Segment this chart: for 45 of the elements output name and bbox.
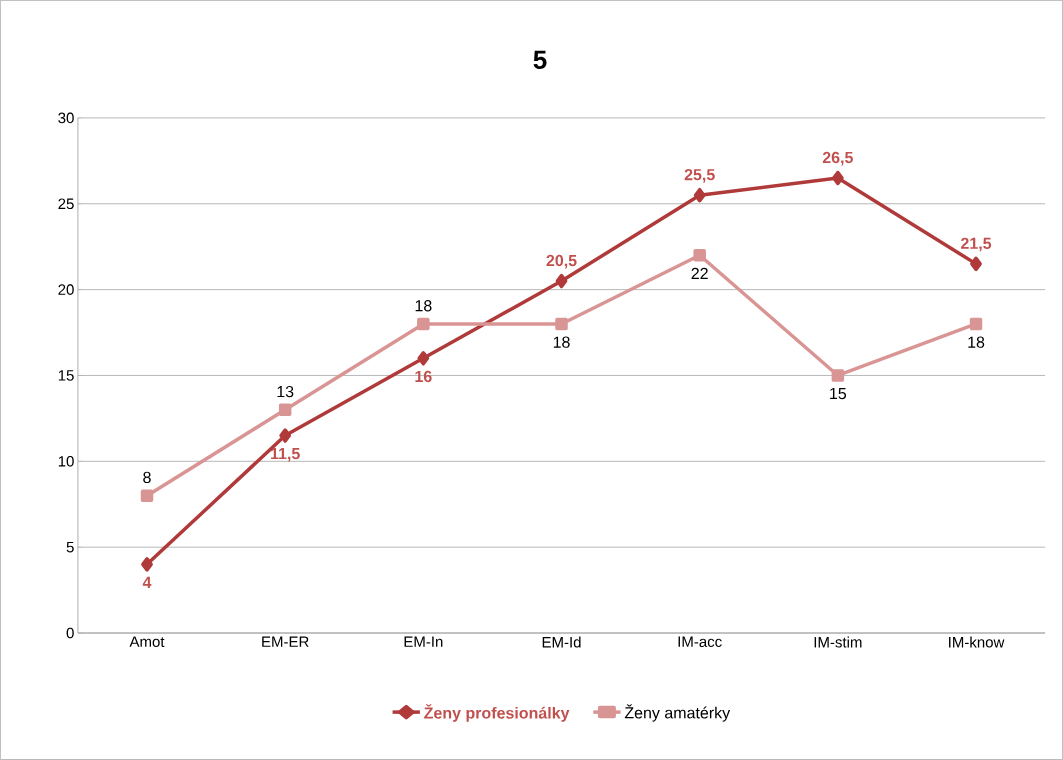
data-label: 4: [142, 576, 152, 588]
point: [141, 557, 153, 572]
x-tick-label: IM-know: [949, 636, 1005, 648]
data-label: 8: [143, 471, 151, 484]
x-tick-label: EM-Id: [542, 636, 581, 648]
data-label: 13: [277, 385, 294, 398]
y-tick-label: 15: [58, 370, 74, 381]
point: [555, 273, 568, 289]
x-tick-label: EM-In: [404, 636, 443, 647]
data-label: 15: [830, 388, 847, 400]
y-tick-label: 25: [58, 198, 74, 210]
y-tick-label: 30: [58, 112, 74, 124]
y-tick-label: 10: [58, 456, 74, 467]
data-label: 18: [968, 336, 985, 348]
data-label: 18: [415, 300, 432, 312]
point: [278, 403, 292, 417]
point: [693, 187, 706, 203]
data-label: 20,5: [546, 254, 577, 269]
point: [417, 317, 430, 331]
legend-label: Ženy profesionálky: [424, 704, 570, 722]
data-label: 16: [415, 370, 432, 383]
data-label: 11,5: [271, 448, 300, 462]
x-tick-label: IM-acc: [678, 636, 722, 648]
point: [417, 351, 430, 366]
chart-title: 5: [533, 50, 547, 69]
point: [831, 170, 844, 186]
point: [831, 369, 845, 382]
point: [693, 249, 706, 262]
point: [279, 428, 292, 443]
point: [140, 489, 154, 502]
point: [970, 256, 982, 272]
x-tick-label: IM-stim: [814, 636, 862, 648]
data-label: 25,5: [684, 169, 715, 183]
data-label: 22: [691, 267, 708, 280]
legend-label: Ženy amatérky: [624, 704, 731, 722]
data-label: 21,5: [960, 237, 992, 252]
point: [555, 317, 568, 331]
y-tick-label: 20: [58, 284, 74, 295]
data-label: 26,5: [822, 151, 853, 166]
x-tick-label: Amot: [129, 636, 165, 648]
y-tick-label: 0: [66, 627, 74, 639]
data-label: 18: [553, 336, 570, 348]
x-tick-label: EM-ER: [262, 636, 309, 647]
y-tick-label: 5: [66, 541, 74, 553]
point: [969, 317, 983, 331]
